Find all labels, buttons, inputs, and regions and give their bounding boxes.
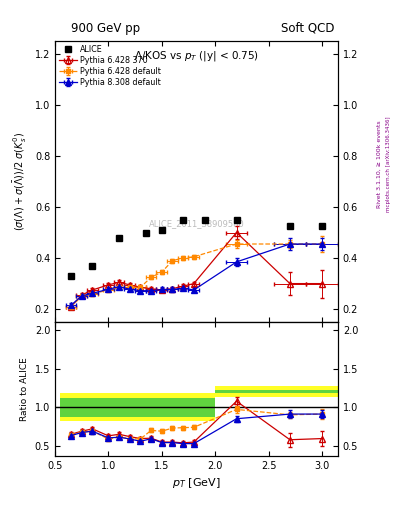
ALICE <box>117 234 121 241</box>
Text: Soft QCD: Soft QCD <box>281 22 334 34</box>
Text: $\Lambda$/KOS vs $p_T$ (|y| < 0.75): $\Lambda$/KOS vs $p_T$ (|y| < 0.75) <box>134 49 259 63</box>
ALICE <box>160 227 164 233</box>
ALICE <box>143 229 148 236</box>
ALICE <box>288 223 292 229</box>
Text: 900 GeV pp: 900 GeV pp <box>71 22 140 34</box>
ALICE <box>202 217 207 223</box>
Y-axis label: $(\sigma(\Lambda)+\sigma(\bar{\Lambda}))/2\ \sigma(K^0_s)$: $(\sigma(\Lambda)+\sigma(\bar{\Lambda}))… <box>12 132 29 231</box>
Line: ALICE: ALICE <box>68 217 325 279</box>
Text: mcplots.cern.ch [arXiv:1306.3436]: mcplots.cern.ch [arXiv:1306.3436] <box>386 116 391 211</box>
X-axis label: $p_T$ [GeV]: $p_T$ [GeV] <box>172 476 221 490</box>
Legend: ALICE, Pythia 6.428 370, Pythia 6.428 default, Pythia 8.308 default: ALICE, Pythia 6.428 370, Pythia 6.428 de… <box>57 44 162 89</box>
ALICE <box>69 273 73 279</box>
ALICE <box>234 217 239 223</box>
Y-axis label: Ratio to ALICE: Ratio to ALICE <box>20 357 29 421</box>
ALICE <box>320 223 324 229</box>
Text: ALICE_2011_S8909580: ALICE_2011_S8909580 <box>149 219 244 228</box>
ALICE <box>90 263 95 269</box>
ALICE <box>181 217 185 223</box>
Text: Rivet 3.1.10, ≥ 100k events: Rivet 3.1.10, ≥ 100k events <box>377 120 382 208</box>
